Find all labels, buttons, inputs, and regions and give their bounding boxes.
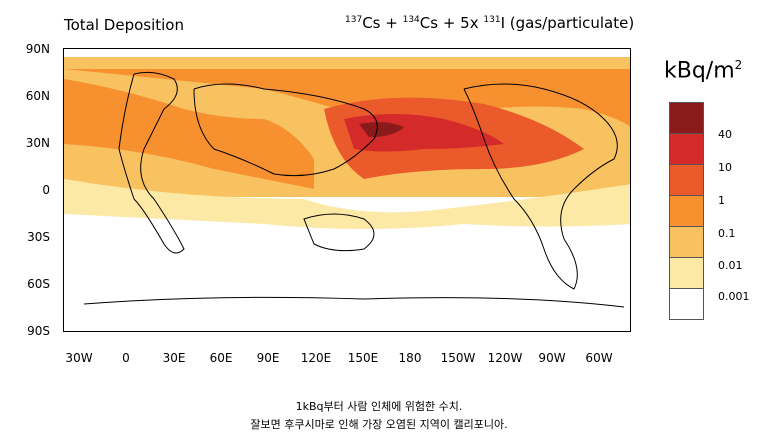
lon-label-60w: 60W — [585, 351, 613, 365]
legend-label-1: 1 — [718, 194, 725, 207]
lon-label-180: 180 — [398, 351, 422, 365]
lat-label-90n: 90N — [25, 42, 50, 56]
band-40 — [359, 122, 404, 137]
caption-line-2: 잘보면 후쿠시마로 인해 가장 오염된 지역이 캘리포니아. — [250, 418, 508, 431]
color-legend — [669, 102, 704, 320]
legend-label-0-1: 0.1 — [718, 227, 736, 240]
lat-label-90s: 90S — [27, 324, 50, 338]
lat-label-30n: 30N — [25, 136, 50, 150]
lon-label-60e: 60E — [209, 351, 233, 365]
lon-label-30w: 30W — [65, 351, 93, 365]
lon-label-120w: 120W — [487, 351, 523, 365]
caption-line-1: 1kBq부터 사람 인체에 위험한 수치. — [295, 400, 463, 413]
band-0-001 — [64, 179, 630, 229]
legend-swatch-10-40 — [669, 133, 704, 165]
lat-label-30s: 30S — [27, 230, 50, 244]
legend-unit-exponent: 2 — [734, 58, 743, 72]
map-title: Total Deposition — [64, 16, 184, 34]
isotope-text-3: I (gas/particulate) — [500, 14, 635, 32]
lon-label-150w: 150W — [440, 351, 476, 365]
legend-swatch-below-0-001 — [669, 288, 704, 320]
map-subtitle: 137Cs + 134Cs + 5x 131I (gas/particulate… — [345, 14, 634, 32]
lon-label-90e: 90E — [256, 351, 280, 365]
isotope-mass-1: 137 — [345, 15, 363, 25]
legend-swatch-0-1-1 — [669, 195, 704, 227]
deposition-map — [63, 48, 631, 332]
legend-swatch-above-40 — [669, 102, 704, 134]
legend-label-40: 40 — [718, 128, 732, 141]
lat-label-0: 0 — [42, 183, 50, 197]
legend-swatch-0-01-0-1 — [669, 226, 704, 258]
legend-label-10: 10 — [718, 161, 732, 174]
band-0-1-north — [64, 69, 630, 129]
lon-label-120e: 120E — [300, 351, 332, 365]
lon-label-0: 0 — [122, 351, 130, 365]
isotope-text-1: Cs + — [362, 14, 403, 32]
map-canvas — [64, 57, 630, 308]
legend-unit-base: kBq/m — [664, 58, 735, 84]
legend-label-0-01: 0.01 — [718, 259, 743, 272]
coastlines — [83, 71, 625, 308]
lon-label-30e: 30E — [162, 351, 186, 365]
legend-label-0-001: 0.001 — [718, 290, 750, 303]
legend-swatch-0-001-0-01 — [669, 257, 704, 289]
legend-unit: kBq/m2 — [664, 58, 742, 83]
legend-swatch-1-10 — [669, 164, 704, 196]
lat-label-60n: 60N — [25, 89, 50, 103]
isotope-text-2: Cs + 5x — [419, 14, 484, 32]
lon-label-90w: 90W — [538, 351, 566, 365]
lon-label-150e: 150E — [347, 351, 379, 365]
lat-label-60s: 60S — [27, 277, 50, 291]
isotope-mass-3: 131 — [483, 15, 501, 25]
isotope-mass-2: 134 — [402, 15, 420, 25]
